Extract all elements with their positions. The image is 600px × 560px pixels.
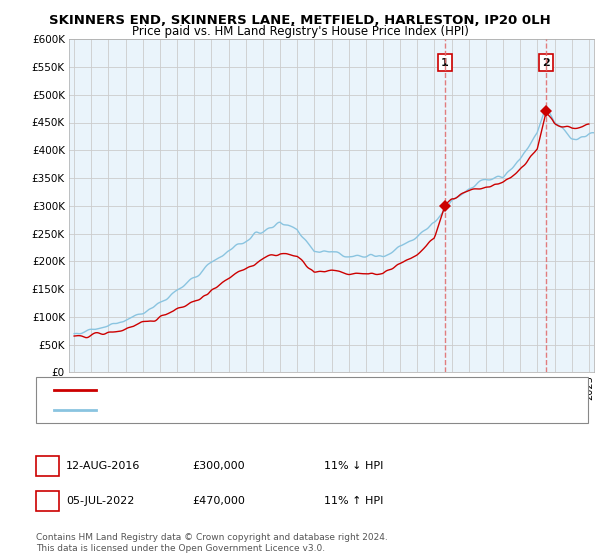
Text: £300,000: £300,000 <box>192 461 245 471</box>
Text: 05-JUL-2022: 05-JUL-2022 <box>66 496 134 506</box>
Text: Price paid vs. HM Land Registry's House Price Index (HPI): Price paid vs. HM Land Registry's House … <box>131 25 469 38</box>
Text: SKINNERS END, SKINNERS LANE, METFIELD, HARLESTON, IP20 0LH (detached house): SKINNERS END, SKINNERS LANE, METFIELD, H… <box>102 385 543 395</box>
Text: HPI: Average price, detached house, Mid Suffolk: HPI: Average price, detached house, Mid … <box>102 405 353 415</box>
Text: 1: 1 <box>43 459 52 473</box>
Text: 12-AUG-2016: 12-AUG-2016 <box>66 461 140 471</box>
Text: 11% ↑ HPI: 11% ↑ HPI <box>324 496 383 506</box>
Text: 2: 2 <box>542 58 550 68</box>
Text: 11% ↓ HPI: 11% ↓ HPI <box>324 461 383 471</box>
Text: £470,000: £470,000 <box>192 496 245 506</box>
Text: SKINNERS END, SKINNERS LANE, METFIELD, HARLESTON, IP20 0LH: SKINNERS END, SKINNERS LANE, METFIELD, H… <box>49 14 551 27</box>
Text: 1: 1 <box>441 58 449 68</box>
Text: Contains HM Land Registry data © Crown copyright and database right 2024.
This d: Contains HM Land Registry data © Crown c… <box>36 533 388 553</box>
Text: 2: 2 <box>43 494 52 508</box>
